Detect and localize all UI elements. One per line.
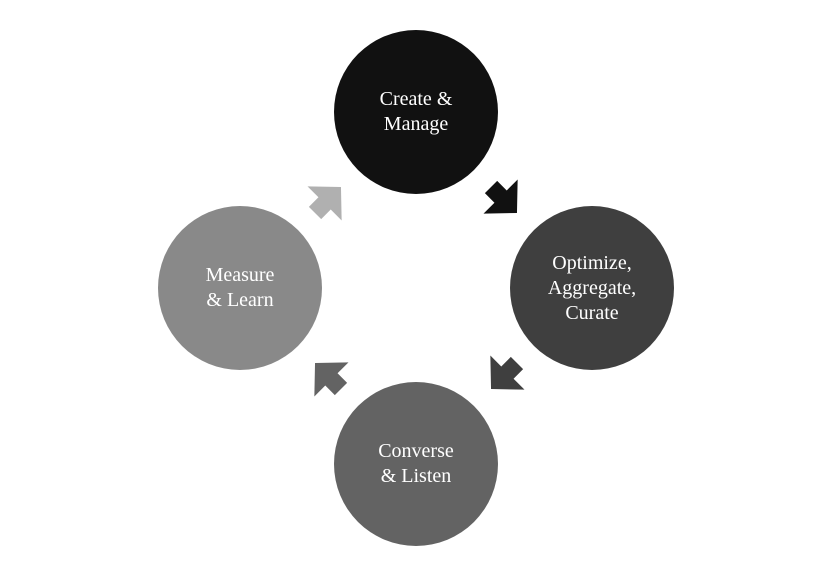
node-measure-learn: Measure & Learn [158, 206, 322, 370]
node-create-manage: Create & Manage [334, 30, 498, 194]
node-label: Optimize, Aggregate, Curate [548, 251, 636, 326]
arrow-measure-to-create [288, 160, 367, 239]
arrow-converse-to-measure [288, 336, 367, 415]
node-label: Create & Manage [380, 87, 453, 137]
cycle-diagram: Create & Manage Optimize, Aggregate, Cur… [0, 0, 832, 576]
node-label: Measure & Learn [206, 263, 275, 313]
arrow-create-to-optimize [464, 160, 543, 239]
node-converse-listen: Converse & Listen [334, 382, 498, 546]
arrow-optimize-to-converse [464, 336, 543, 415]
node-optimize-aggregate-curate: Optimize, Aggregate, Curate [510, 206, 674, 370]
node-label: Converse & Listen [378, 439, 454, 489]
